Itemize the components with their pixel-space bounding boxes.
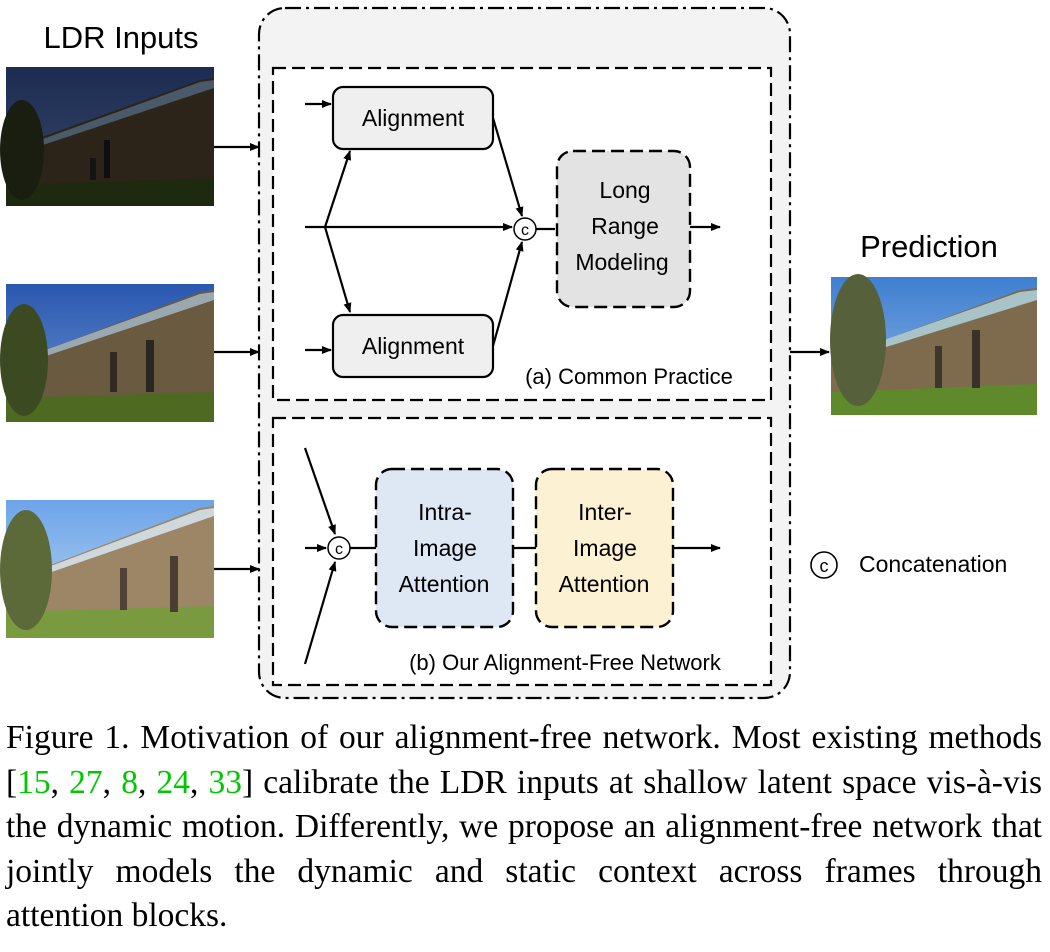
alignment-free-label: (b) Our Alignment-Free Network [409,650,722,675]
caption-separator: , [137,763,157,801]
lrm-label-line1: Long [599,177,650,203]
intra-label-line3: Attention [399,571,490,597]
caption-separator: , [50,763,70,801]
alignment-free-panel [271,416,773,687]
lrm-label-line2: Range [591,213,659,239]
inter-label-line3: Attention [559,571,650,597]
ldr-input-image-2 [0,284,214,422]
caption-prefix: Figure 1. Motivation of our alignment-fr… [6,719,1042,801]
alignment-block-bottom-label: Alignment [362,333,465,359]
alignment-block-top-label: Alignment [362,105,465,131]
ldr-inputs-title: LDR Inputs [43,20,198,55]
intra-label-line1: Intra- [418,499,472,525]
legend-concat-icon [810,551,838,579]
prediction-title: Prediction [860,229,998,264]
figure-diagram: LDR Inputs HDR Deghosting Prediction [0,6,1037,700]
ldr-input-image-1 [0,67,214,206]
alignment-free-arrows [303,447,721,665]
citation-ref[interactable]: 27 [69,763,103,801]
lrm-label-line3: Modeling [575,249,668,275]
caption-separator: , [102,763,122,801]
prediction-image [830,274,1037,415]
figure-caption: Figure 1. Motivation of our alignment-fr… [6,716,1042,939]
citation-ref[interactable]: 33 [208,763,242,801]
intra-label-line2: Image [413,535,477,561]
concat-node-a-symbol: c [521,222,529,239]
common-practice-label: (a) Common Practice [525,364,733,389]
caption-separator: , [189,763,209,801]
long-range-modeling-block [555,149,692,309]
legend-concat-label: Concatenation [859,551,1007,577]
legend-concat-symbol: c [820,556,829,576]
citation-ref[interactable]: 15 [17,763,51,801]
ldr-input-image-3 [0,500,214,638]
citation-ref[interactable]: 8 [121,763,138,801]
inter-label-line1: Inter- [578,499,632,525]
concat-node-b-symbol: c [335,541,343,558]
inter-label-line2: Image [573,535,637,561]
common-practice-arrows [305,100,721,354]
caption-suffix: ] calibrate the LDR inputs at shallow la… [6,763,1043,935]
citation-ref[interactable]: 24 [156,763,190,801]
